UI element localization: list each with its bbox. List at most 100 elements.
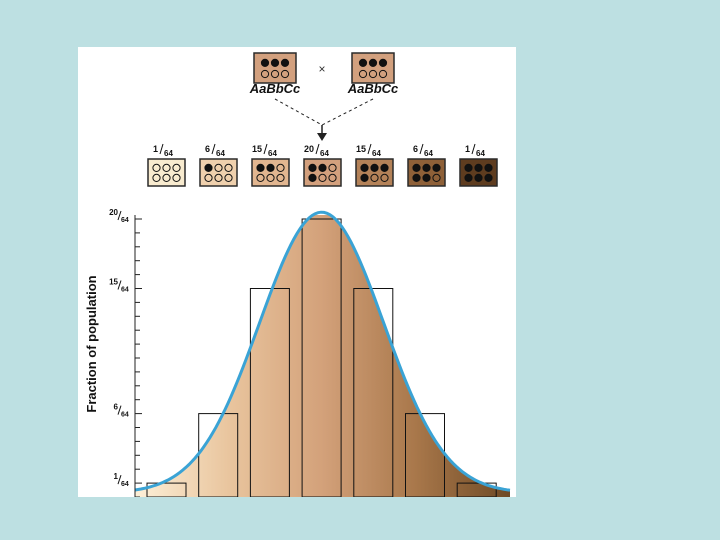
offspring-row: 1 64 6 64 15 64 20 64 15 64 6 64 1 64	[147, 143, 498, 187]
recessive-allele-icon	[328, 163, 337, 173]
dominant-allele-icon	[358, 58, 368, 67]
recessive-allele-icon	[318, 173, 327, 182]
parent-left-rect	[253, 52, 297, 84]
svg-text:64: 64	[121, 412, 129, 419]
parent-right-rect	[351, 52, 395, 84]
arrow-head-icon	[317, 133, 327, 141]
offspring-4: 20 64	[303, 143, 342, 187]
recessive-allele-icon	[270, 69, 280, 79]
offspring-fraction-numerator: 15	[356, 144, 366, 154]
recessive-allele-icon	[224, 163, 233, 173]
offspring-fraction-denominator: 64	[216, 149, 225, 158]
offspring-1: 1 64	[147, 143, 186, 187]
offspring-3: 15 64	[251, 143, 290, 187]
dominant-allele-icon	[380, 163, 389, 173]
svg-text:20: 20	[109, 208, 118, 217]
offspring-box-rect	[251, 158, 290, 187]
distribution-curve	[134, 210, 511, 492]
dominant-allele-icon	[280, 58, 290, 67]
bar-1	[146, 482, 187, 497]
offspring-box-rect	[147, 158, 186, 187]
bar-7	[456, 482, 497, 497]
recessive-allele-icon	[266, 173, 275, 182]
dominant-allele-icon	[266, 163, 275, 173]
parent-left-genotype: AaBbCc	[249, 81, 301, 96]
recessive-allele-icon	[276, 173, 285, 182]
offspring-fraction-denominator: 64	[476, 149, 485, 158]
offspring-fraction-denominator: 64	[372, 149, 381, 158]
recessive-allele-icon	[214, 163, 223, 173]
offspring-fraction-numerator: 20	[304, 144, 314, 154]
recessive-allele-icon	[224, 173, 233, 182]
offspring-fraction-numerator: 15	[252, 144, 262, 154]
y-minor-ticks	[135, 218, 142, 497]
dominant-allele-icon	[412, 173, 421, 182]
bar-3	[249, 288, 290, 497]
dominant-allele-icon	[422, 173, 431, 182]
offspring-fraction-numerator: 6	[205, 144, 210, 154]
offspring-fraction-denominator: 64	[320, 149, 329, 158]
offspring-fraction-numerator: 1	[465, 144, 470, 154]
cross-symbol: ×	[318, 62, 325, 76]
offspring-5: 15 64	[355, 143, 394, 187]
cross-arrows	[274, 98, 374, 141]
bar-4	[301, 218, 342, 497]
dominant-allele-icon	[432, 163, 441, 173]
recessive-allele-icon	[256, 173, 265, 182]
recessive-allele-icon	[162, 163, 171, 173]
dominant-allele-icon	[308, 163, 317, 173]
offspring-fraction-numerator: 6	[413, 144, 418, 154]
recessive-allele-icon	[214, 173, 223, 182]
offspring-fraction-numerator: 1	[153, 144, 158, 154]
parent-left-box	[253, 52, 297, 84]
offspring-fraction-denominator: 64	[268, 149, 277, 158]
recessive-allele-icon	[152, 173, 161, 182]
recessive-allele-icon	[172, 163, 181, 173]
parent-right-box	[351, 52, 395, 84]
recessive-allele-icon	[204, 173, 213, 182]
recessive-allele-icon	[378, 69, 388, 79]
parent-right-genotype: AaBbCc	[347, 81, 399, 96]
dominant-allele-icon	[308, 173, 317, 182]
dominant-allele-icon	[484, 163, 493, 173]
offspring-6: 6 64	[407, 143, 446, 187]
dominant-allele-icon	[370, 163, 379, 173]
recessive-allele-icon	[172, 173, 181, 182]
dominant-allele-icon	[464, 163, 473, 173]
genetics-figure: AaBbCc × AaBbCc 1 64 6 64 15 64 20 64 15 64 6 64 1 64…	[78, 47, 516, 497]
recessive-allele-icon	[328, 173, 337, 182]
recessive-allele-icon	[162, 173, 171, 182]
svg-text:64: 64	[121, 287, 129, 294]
dominant-allele-icon	[204, 163, 213, 173]
dominant-allele-icon	[422, 163, 431, 173]
dominant-allele-icon	[260, 58, 270, 67]
recessive-allele-icon	[370, 173, 379, 182]
offspring-fraction-denominator: 64	[164, 149, 173, 158]
recessive-allele-icon	[358, 69, 368, 79]
offspring-fraction-denominator: 64	[424, 149, 433, 158]
y-axis-label: Fraction of population	[84, 275, 99, 412]
recessive-allele-icon	[432, 173, 441, 182]
svg-text:64: 64	[121, 481, 129, 488]
offspring-7: 1 64	[459, 143, 498, 187]
svg-text:64: 64	[121, 217, 129, 224]
y-tick-1: 164	[114, 472, 129, 488]
recessive-allele-icon	[380, 173, 389, 182]
dominant-allele-icon	[412, 163, 421, 173]
recessive-allele-icon	[368, 69, 378, 79]
chart-gradient-area	[135, 215, 510, 497]
dominant-allele-icon	[484, 173, 493, 182]
dominant-allele-icon	[378, 58, 388, 67]
svg-text:1: 1	[114, 472, 119, 481]
dominant-allele-icon	[474, 163, 483, 173]
dominant-allele-icon	[256, 163, 265, 173]
dominant-allele-icon	[318, 163, 327, 173]
bar-5	[353, 288, 394, 497]
offspring-2: 6 64	[199, 143, 238, 187]
y-tick-6: 664	[114, 403, 129, 419]
dominant-allele-icon	[270, 58, 280, 67]
recessive-allele-icon	[276, 163, 285, 173]
dominant-allele-icon	[464, 173, 473, 182]
